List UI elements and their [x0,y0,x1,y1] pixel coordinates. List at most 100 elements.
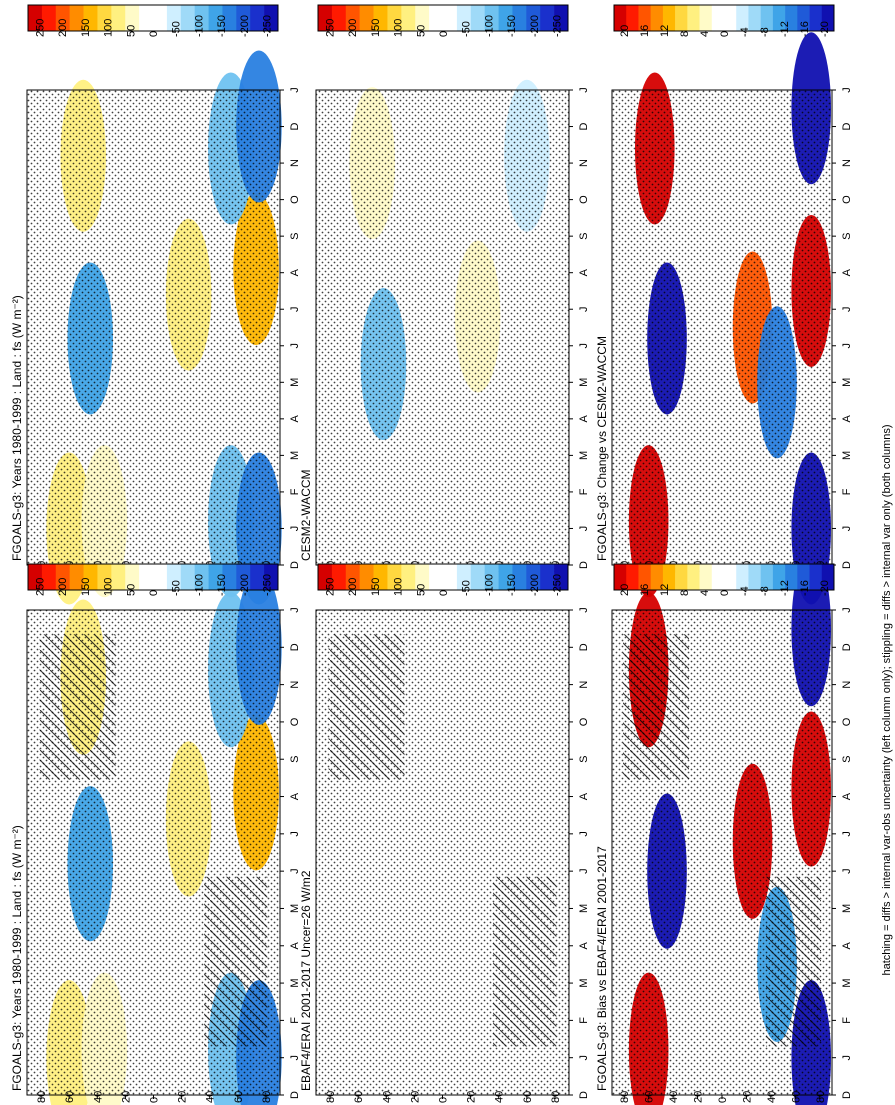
month-label: M [578,378,590,387]
month-label: M [841,451,853,460]
month-label: J [578,306,590,312]
colorbar-swatch [153,5,168,31]
colorbar-label: -100 [193,574,205,596]
month-label: J [289,1055,301,1061]
colorbar-border [27,563,279,591]
month-label: J [289,87,301,93]
colorbar-label: -250 [552,15,564,37]
colorbar-label: -50 [461,580,473,596]
colorbar-5: 20 16 12 8 4 0 -4 -8 -12 -16 -20 [613,563,835,596]
colorbar-swatch [401,564,416,590]
month-label: O [289,195,301,204]
month-label: M [289,978,301,987]
month-label: M [841,378,853,387]
colorbar-label: -4 [739,586,751,596]
colorbar-border [27,4,279,32]
colorbar-label: -16 [799,580,811,596]
colorbar-label: 16 [639,25,651,37]
colorbar-swatch [83,564,98,590]
lat-label: 80 [261,1091,273,1103]
colorbar-label: 12 [659,25,671,37]
colorbar-label: -50 [461,21,473,37]
hatching [39,634,116,780]
colorbar-swatch [318,5,333,31]
month-label: J [578,607,590,613]
lat-label: 0 [438,1097,450,1103]
colorbar-swatch [797,5,810,31]
colorbar-swatch [359,5,374,31]
colorbar-label: -20 [819,21,831,37]
colorbar-swatch [498,5,513,31]
colorbar-swatch [540,5,555,31]
month-label: J [841,343,853,349]
colorbar-swatch [797,564,810,590]
colorbar-swatch [83,5,98,31]
month-label: J [578,1055,590,1061]
colorbar-swatch [429,5,444,31]
lat-label: 60 [790,1091,802,1103]
colorbar-label: -12 [779,580,791,596]
colorbar-swatch [401,5,416,31]
lat-label: 80 [815,1091,827,1103]
month-label: A [841,415,853,423]
colorbar-swatch [222,564,237,590]
panel-title: FGOALS-g3: Change vs CESM2-WACCM [595,336,609,561]
colorbar-label: 250 [34,19,46,37]
colorbar-swatch [821,5,835,31]
colorbar-swatch [760,5,774,31]
month-label: J [841,1055,853,1061]
colorbar-swatch [180,564,195,590]
colorbar-swatch [638,564,651,590]
colorbar-swatch [626,5,639,31]
lat-label: 60 [233,1091,245,1103]
colorbar-label: -200 [529,15,541,37]
lat-label: 60 [644,1091,656,1103]
colorbar-swatch [456,5,472,31]
month-label: S [578,756,590,763]
colorbar-swatch [264,564,279,590]
colorbar-swatch [821,564,835,590]
month-label: M [289,904,301,913]
lat-label: 20 [177,1091,189,1103]
month-label: M [841,978,853,987]
month-label: J [289,526,301,532]
colorbar-swatch [699,564,713,590]
colorbar-label: 12 [659,584,671,596]
colorbar-label: 250 [324,578,336,596]
panel-2: DJFMAMJJASONDJ80604020020406080FGOALS-g3… [10,50,301,605]
colorbar-label: -20 [819,580,831,596]
colorbar-swatch [711,5,725,31]
colorbar-swatch [456,564,472,590]
colorbar-swatch [166,564,182,590]
colorbar-label: 150 [370,19,382,37]
colorbar-swatch [626,564,639,590]
colorbar-swatch [359,564,374,590]
colorbar-swatch [194,564,209,590]
colorbar-label: 200 [347,19,359,37]
colorbar-label: 0 [148,31,160,37]
colorbar-swatch [250,564,265,590]
colorbar-swatch [443,564,458,590]
colorbar-label: -150 [216,15,228,37]
lat-label: 80 [619,1091,631,1103]
month-label: M [289,378,301,387]
panel-title: EBAF4/ERAI 2001-2017 Uncer=26 W/m2 [299,870,313,1091]
colorbar-border [317,563,569,591]
colorbar-swatch [650,564,664,590]
colorbar-swatch [125,5,140,31]
month-label: F [578,488,590,495]
month-label: J [289,607,301,613]
month-label: F [841,488,853,495]
hatching [204,876,268,1047]
colorbar-swatch [809,5,823,31]
month-label: J [841,526,853,532]
colorbar-swatch [724,564,737,590]
colorbar-swatch [675,564,688,590]
colorbar-swatch [650,5,664,31]
colorbar-swatch [345,5,360,31]
colorbar-swatch [55,5,70,31]
colorbar-swatch [540,564,555,590]
month-label: J [841,306,853,312]
colorbar-swatch [526,564,541,590]
colorbar-swatch [614,564,627,590]
